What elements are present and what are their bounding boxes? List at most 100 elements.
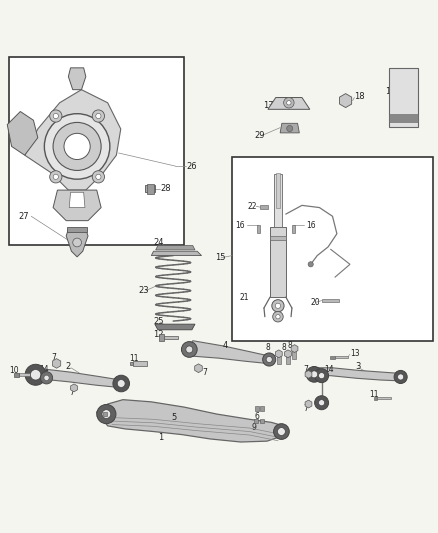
Circle shape xyxy=(273,311,283,322)
Circle shape xyxy=(49,110,62,122)
Bar xyxy=(374,397,378,400)
Circle shape xyxy=(394,370,407,384)
Text: 14: 14 xyxy=(325,365,334,374)
Bar xyxy=(286,355,290,364)
Bar xyxy=(260,419,264,423)
Text: 11: 11 xyxy=(130,354,139,363)
Bar xyxy=(270,236,286,240)
Bar xyxy=(274,174,283,228)
Bar xyxy=(10,57,184,245)
Text: 9: 9 xyxy=(96,409,101,418)
Bar xyxy=(330,356,335,359)
Bar xyxy=(163,336,178,340)
Text: 7: 7 xyxy=(202,368,207,377)
Polygon shape xyxy=(68,68,86,90)
Text: 29: 29 xyxy=(254,131,265,140)
Polygon shape xyxy=(305,370,312,378)
Text: 16: 16 xyxy=(306,221,316,230)
Bar xyxy=(292,224,295,233)
Text: 7: 7 xyxy=(52,353,57,362)
Circle shape xyxy=(314,395,328,410)
Bar xyxy=(19,374,29,376)
Bar xyxy=(335,357,348,358)
Text: 10: 10 xyxy=(10,366,19,375)
Circle shape xyxy=(44,375,49,381)
Circle shape xyxy=(274,424,289,439)
Circle shape xyxy=(73,238,81,247)
Circle shape xyxy=(311,371,318,378)
Polygon shape xyxy=(280,123,299,133)
Text: 7: 7 xyxy=(303,404,308,413)
Circle shape xyxy=(102,410,111,418)
Circle shape xyxy=(96,174,101,180)
Circle shape xyxy=(96,114,101,119)
Text: 8: 8 xyxy=(266,343,271,352)
Bar xyxy=(261,205,268,209)
Circle shape xyxy=(287,101,291,105)
Polygon shape xyxy=(53,359,61,368)
Polygon shape xyxy=(7,111,38,155)
Bar xyxy=(389,68,418,127)
Circle shape xyxy=(318,373,325,379)
Circle shape xyxy=(272,300,284,312)
Text: 7: 7 xyxy=(69,387,74,397)
Circle shape xyxy=(314,369,328,383)
Circle shape xyxy=(92,171,105,183)
Text: 14: 14 xyxy=(39,365,49,374)
Text: 5: 5 xyxy=(171,413,176,422)
Bar xyxy=(159,334,163,341)
Text: 2: 2 xyxy=(65,362,71,372)
Circle shape xyxy=(308,262,313,267)
Text: 12: 12 xyxy=(153,330,164,338)
Circle shape xyxy=(186,346,193,353)
Polygon shape xyxy=(291,345,298,352)
Circle shape xyxy=(40,372,53,384)
Circle shape xyxy=(306,367,322,382)
Polygon shape xyxy=(285,350,291,358)
Text: 19: 19 xyxy=(385,87,396,96)
Polygon shape xyxy=(25,90,121,190)
Text: 20: 20 xyxy=(311,298,320,307)
Text: 6: 6 xyxy=(255,412,260,421)
Bar xyxy=(67,227,87,232)
Bar xyxy=(103,413,107,416)
Circle shape xyxy=(278,427,286,435)
Polygon shape xyxy=(305,400,312,408)
Text: 13: 13 xyxy=(350,349,360,358)
Polygon shape xyxy=(188,341,269,364)
Polygon shape xyxy=(53,190,101,221)
Text: 9: 9 xyxy=(251,423,256,432)
Bar xyxy=(270,228,286,297)
Polygon shape xyxy=(155,324,195,330)
Bar xyxy=(260,406,264,411)
Text: 22: 22 xyxy=(247,202,257,211)
Circle shape xyxy=(49,171,62,183)
Text: 18: 18 xyxy=(354,92,365,101)
Bar xyxy=(257,224,260,233)
Bar xyxy=(255,406,259,411)
Polygon shape xyxy=(195,364,202,373)
Circle shape xyxy=(25,364,46,385)
Bar xyxy=(14,373,19,376)
Polygon shape xyxy=(32,369,121,387)
Circle shape xyxy=(287,125,293,132)
Bar xyxy=(147,183,153,194)
Polygon shape xyxy=(311,368,402,381)
Bar xyxy=(321,299,339,302)
Text: 4: 4 xyxy=(223,342,228,351)
Circle shape xyxy=(30,369,41,380)
Circle shape xyxy=(44,114,110,179)
Bar xyxy=(232,157,433,341)
Bar xyxy=(276,173,280,208)
Circle shape xyxy=(64,133,90,159)
Circle shape xyxy=(117,379,125,387)
Bar xyxy=(292,350,296,359)
Polygon shape xyxy=(69,192,85,207)
Bar xyxy=(389,114,418,122)
Text: 27: 27 xyxy=(18,212,29,221)
Bar xyxy=(134,361,147,366)
Bar xyxy=(277,355,281,364)
Text: 11: 11 xyxy=(369,390,379,399)
Text: 3: 3 xyxy=(355,362,360,372)
Circle shape xyxy=(276,303,281,309)
